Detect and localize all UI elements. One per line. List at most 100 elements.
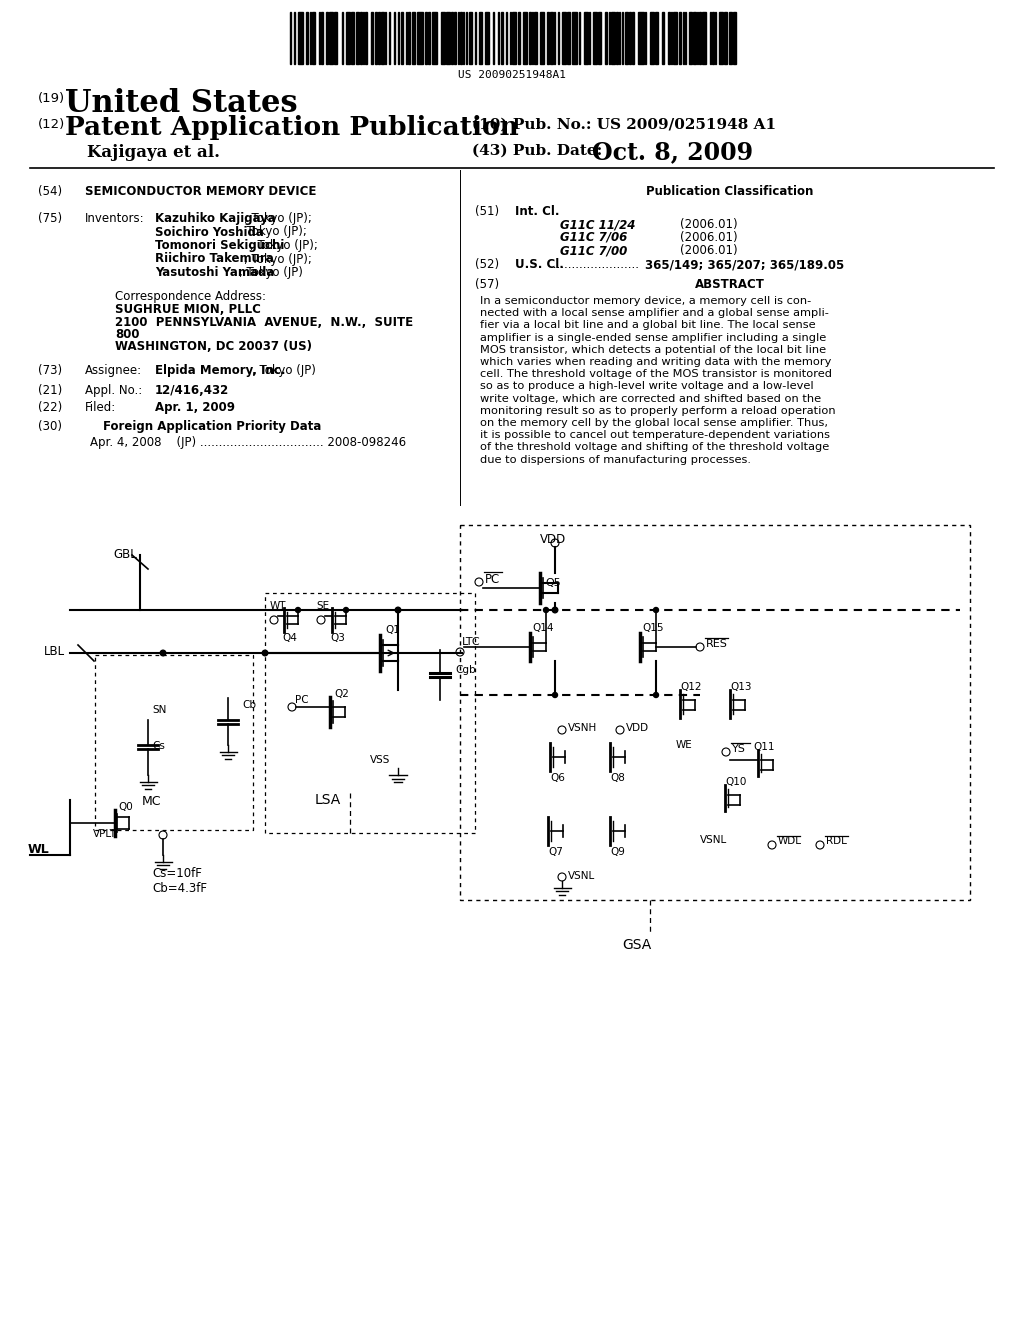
Bar — [322, 12, 323, 63]
Text: Cb=4.3fF: Cb=4.3fF — [152, 882, 207, 895]
Text: YS: YS — [732, 744, 745, 754]
Circle shape — [653, 693, 658, 697]
Circle shape — [262, 651, 268, 656]
Bar — [683, 12, 684, 63]
Bar — [418, 12, 423, 63]
Bar — [630, 12, 631, 63]
Text: due to dispersions of manufacturing processes.: due to dispersions of manufacturing proc… — [480, 454, 751, 465]
Bar — [713, 12, 714, 63]
Text: VDD: VDD — [626, 723, 649, 733]
Text: GBL: GBL — [113, 548, 137, 561]
Bar — [522, 12, 526, 63]
Text: Assignee:: Assignee: — [85, 364, 142, 378]
Bar — [294, 12, 295, 63]
Bar — [598, 12, 601, 63]
Bar — [466, 12, 467, 63]
Bar — [375, 12, 377, 63]
Bar — [645, 12, 646, 63]
Text: Elpida Memory, Inc.: Elpida Memory, Inc. — [155, 364, 286, 378]
Bar — [329, 12, 333, 63]
Bar — [697, 12, 698, 63]
Bar — [469, 12, 472, 63]
Text: Apr. 4, 2008    (JP) ................................. 2008-098246: Apr. 4, 2008 (JP) ......................… — [90, 436, 407, 449]
Bar — [531, 12, 534, 63]
Bar — [589, 12, 590, 63]
Text: WE: WE — [676, 741, 693, 750]
Text: G11C 7/06: G11C 7/06 — [560, 231, 628, 244]
Bar — [622, 12, 623, 63]
Text: WDL: WDL — [778, 836, 802, 846]
Text: Kajigaya et al.: Kajigaya et al. — [87, 144, 220, 161]
Text: VSNH: VSNH — [568, 723, 597, 733]
Text: SN: SN — [152, 705, 166, 715]
Bar — [298, 12, 303, 63]
Text: VSNL: VSNL — [568, 871, 595, 880]
Text: 2100  PENNSYLVANIA  AVENUE,  N.W.,  SUITE: 2100 PENNSYLVANIA AVENUE, N.W., SUITE — [115, 315, 413, 329]
Text: 12/416,432: 12/416,432 — [155, 384, 229, 397]
Bar — [485, 12, 488, 63]
Text: Appl. No.:: Appl. No.: — [85, 384, 142, 397]
Text: write voltage, which are corrected and shifted based on the: write voltage, which are corrected and s… — [480, 393, 821, 404]
Text: Q1: Q1 — [385, 624, 400, 635]
Text: Q2: Q2 — [334, 689, 349, 700]
Bar — [611, 12, 615, 63]
Text: Q7: Q7 — [548, 847, 563, 857]
Text: Q4: Q4 — [282, 634, 297, 643]
Bar — [366, 12, 367, 63]
Text: Inventors:: Inventors: — [85, 213, 144, 224]
Bar — [461, 12, 462, 63]
Text: (19): (19) — [38, 92, 66, 106]
Bar — [669, 12, 670, 63]
Text: GSA: GSA — [622, 939, 651, 952]
Text: on the memory cell by the global local sense amplifier. Thus,: on the memory cell by the global local s… — [480, 418, 828, 428]
Text: Tomonori Sekiguchi: Tomonori Sekiguchi — [155, 239, 285, 252]
Bar — [719, 12, 723, 63]
Bar — [710, 12, 712, 63]
Bar — [693, 12, 695, 63]
Text: WASHINGTON, DC 20037 (US): WASHINGTON, DC 20037 (US) — [115, 341, 312, 354]
Bar — [290, 12, 291, 63]
Bar — [493, 12, 495, 63]
Bar — [510, 12, 511, 63]
Bar — [351, 12, 353, 63]
Bar — [638, 12, 644, 63]
Bar — [562, 12, 565, 63]
Circle shape — [544, 607, 549, 612]
Bar — [400, 12, 403, 63]
Circle shape — [160, 651, 166, 656]
Text: Q13: Q13 — [730, 682, 752, 692]
Bar — [608, 12, 610, 63]
Bar — [305, 12, 308, 63]
Text: Q11: Q11 — [753, 742, 774, 752]
Text: ABSTRACT: ABSTRACT — [695, 279, 765, 290]
Circle shape — [552, 607, 558, 612]
Text: (21): (21) — [38, 384, 62, 397]
Bar — [506, 12, 507, 63]
Text: Q10: Q10 — [725, 777, 746, 787]
Bar — [498, 12, 500, 63]
Text: LSA: LSA — [315, 793, 341, 807]
Bar — [604, 12, 607, 63]
Text: nected with a local sense amplifier and a global sense ampli-: nected with a local sense amplifier and … — [480, 308, 828, 318]
Text: Foreign Application Priority Data: Foreign Application Priority Data — [103, 420, 322, 433]
Text: Soichiro Yoshida: Soichiro Yoshida — [155, 226, 264, 239]
Text: which varies when reading and writing data with the memory: which varies when reading and writing da… — [480, 356, 831, 367]
Text: (2006.01): (2006.01) — [680, 231, 737, 244]
Bar — [342, 12, 343, 63]
Bar — [440, 12, 444, 63]
Bar — [356, 12, 358, 63]
Text: PC: PC — [485, 573, 501, 586]
Bar — [616, 12, 617, 63]
Text: Publication Classification: Publication Classification — [646, 185, 814, 198]
Text: RES: RES — [706, 639, 728, 649]
Text: (22): (22) — [38, 401, 62, 414]
Bar — [379, 12, 380, 63]
Text: SEMICONDUCTOR MEMORY DEVICE: SEMICONDUCTOR MEMORY DEVICE — [85, 185, 316, 198]
Text: cell. The threshold voltage of the MOS transistor is monitored: cell. The threshold voltage of the MOS t… — [480, 370, 831, 379]
Text: (12): (12) — [38, 117, 66, 131]
Circle shape — [395, 607, 400, 612]
Text: Q9: Q9 — [610, 847, 625, 857]
Bar — [389, 12, 390, 63]
Text: Int. Cl.: Int. Cl. — [515, 205, 559, 218]
Text: WT: WT — [270, 601, 287, 611]
